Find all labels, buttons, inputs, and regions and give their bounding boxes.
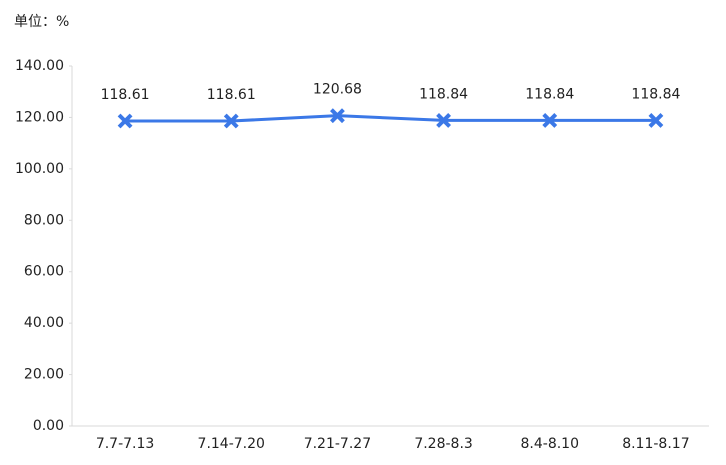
marker xyxy=(223,113,239,129)
marker xyxy=(648,112,664,128)
marker xyxy=(330,108,345,124)
unit-label: 单位：% xyxy=(14,14,69,30)
x-tick-label: 8.11-8.17 xyxy=(622,436,689,452)
line xyxy=(125,114,656,123)
x-tick-label: 7.21-7.27 xyxy=(304,436,371,452)
marker xyxy=(117,113,133,129)
y-tick-label: 80.00 xyxy=(24,212,64,228)
y-tick-label: 20.00 xyxy=(24,367,64,383)
data-label: 118.84 xyxy=(419,86,468,102)
y-tick-label: 120.00 xyxy=(15,109,64,125)
y-tick-label: 40.00 xyxy=(24,315,64,331)
data-label: 118.84 xyxy=(631,86,680,102)
x-tick-label: 8.4-8.10 xyxy=(521,436,580,452)
marker xyxy=(542,112,558,128)
y-tick-label: 100.00 xyxy=(15,161,64,177)
y-tick-label: 60.00 xyxy=(24,264,64,280)
data-label: 118.84 xyxy=(525,86,574,102)
y-tick-label: 0.00 xyxy=(33,418,64,434)
data-label: 118.61 xyxy=(101,87,150,103)
data-label: 118.61 xyxy=(207,87,256,103)
data-label: 120.68 xyxy=(313,82,362,98)
x-tick-label: 7.28-8.3 xyxy=(414,436,473,452)
y-tick-label: 140.00 xyxy=(15,58,64,74)
marker xyxy=(436,112,451,128)
x-tick-label: 7.14-7.20 xyxy=(198,436,265,452)
x-tick-label: 7.7-7.13 xyxy=(96,436,155,452)
